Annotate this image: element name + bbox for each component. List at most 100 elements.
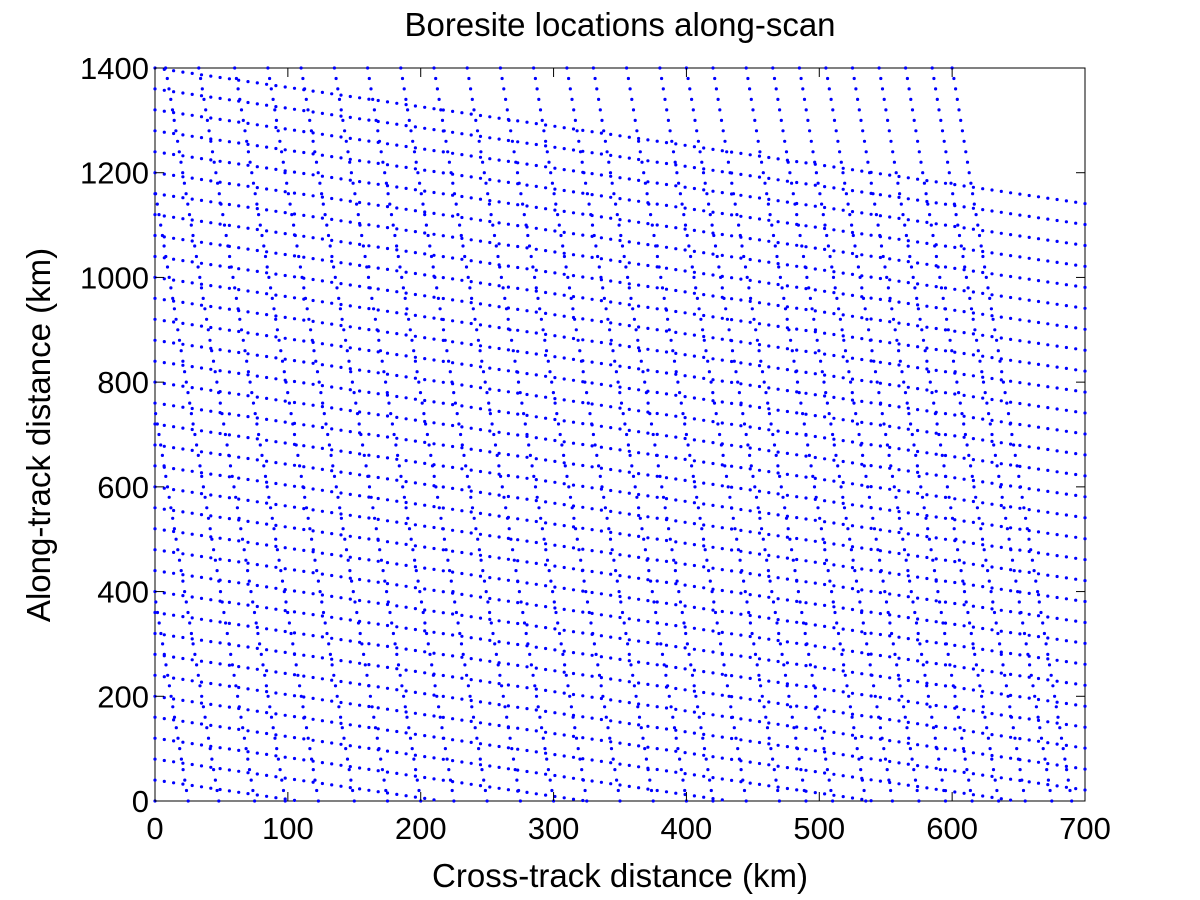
boresite-point bbox=[618, 799, 622, 803]
boresite-point bbox=[439, 108, 443, 112]
boresite-point bbox=[274, 230, 278, 234]
boresite-point bbox=[748, 257, 752, 262]
boresite-point bbox=[813, 267, 817, 271]
boresite-point bbox=[472, 108, 476, 112]
boresite-point bbox=[218, 411, 222, 415]
boresite-point bbox=[255, 730, 259, 734]
boresite-point bbox=[934, 620, 938, 624]
boresite-point bbox=[190, 616, 194, 620]
boresite-point bbox=[304, 97, 308, 101]
boresite-point bbox=[832, 772, 836, 776]
boresite-point bbox=[544, 626, 548, 630]
boresite-point bbox=[380, 768, 384, 772]
boresite-point bbox=[667, 328, 671, 332]
boresite-point bbox=[981, 705, 985, 709]
boresite-point bbox=[367, 202, 371, 206]
boresite-point bbox=[696, 139, 701, 143]
boresite-point bbox=[950, 673, 954, 677]
boresite-point bbox=[506, 704, 510, 708]
boresite-point bbox=[674, 309, 678, 314]
boresite-point bbox=[716, 422, 720, 426]
boresite-point bbox=[981, 396, 985, 400]
boresite-point bbox=[787, 694, 791, 698]
boresite-point bbox=[730, 255, 734, 259]
boresite-point bbox=[671, 150, 676, 154]
boresite-point bbox=[841, 229, 845, 233]
boresite-point bbox=[246, 569, 250, 573]
boresite-point bbox=[646, 222, 650, 226]
boresite-point bbox=[730, 611, 734, 615]
boresite-point bbox=[451, 256, 455, 260]
boresite-point bbox=[1064, 660, 1068, 664]
boresite-point bbox=[771, 600, 776, 604]
boresite-point bbox=[990, 774, 994, 779]
boresite-point bbox=[813, 560, 817, 564]
boresite-point bbox=[718, 108, 722, 112]
boresite-point bbox=[413, 313, 417, 317]
boresite-point bbox=[1046, 636, 1050, 640]
boresite-point bbox=[869, 464, 873, 468]
boresite-point bbox=[369, 495, 373, 499]
boresite-point bbox=[562, 209, 566, 213]
boresite-point bbox=[699, 317, 703, 321]
boresite-point bbox=[878, 549, 883, 553]
boresite-point bbox=[488, 513, 492, 517]
boresite-point bbox=[441, 213, 445, 217]
boresite-point bbox=[599, 550, 604, 554]
boresite-point bbox=[700, 527, 704, 531]
boresite-point bbox=[732, 726, 736, 730]
boresite-point bbox=[968, 788, 973, 793]
boresite-point bbox=[738, 558, 742, 562]
boresite-point bbox=[279, 569, 283, 573]
boresite-point bbox=[525, 288, 529, 292]
boresite-point bbox=[993, 453, 998, 457]
boresite-point bbox=[914, 129, 918, 133]
boresite-point bbox=[976, 673, 980, 677]
boresite-point bbox=[206, 736, 211, 740]
boresite-point bbox=[172, 425, 176, 429]
boresite-point bbox=[846, 202, 850, 206]
boresite-point bbox=[586, 401, 590, 405]
boresite-point bbox=[603, 506, 608, 510]
boresite-point bbox=[432, 169, 436, 174]
boresite-point bbox=[940, 453, 944, 457]
boresite-point bbox=[906, 762, 910, 766]
boresite-point bbox=[757, 343, 762, 347]
boresite-point bbox=[460, 341, 464, 345]
boresite-point bbox=[855, 747, 859, 751]
boresite-point bbox=[609, 509, 613, 513]
boresite-point bbox=[591, 66, 596, 70]
boresite-point bbox=[674, 728, 678, 732]
boresite-point bbox=[783, 307, 788, 311]
boresite-point bbox=[981, 249, 985, 254]
boresite-point bbox=[376, 287, 380, 291]
boresite-point bbox=[888, 320, 892, 324]
boresite-point bbox=[739, 738, 743, 742]
boresite-point bbox=[608, 537, 613, 541]
boresite-point bbox=[771, 233, 776, 238]
boresite-point bbox=[396, 254, 400, 259]
boresite-point bbox=[748, 216, 752, 220]
boresite-point bbox=[488, 785, 492, 789]
boresite-point bbox=[440, 118, 445, 122]
boresite-point bbox=[265, 417, 269, 421]
boresite-point bbox=[441, 757, 445, 761]
boresite-point bbox=[320, 363, 324, 367]
boresite-point bbox=[563, 464, 567, 468]
boresite-point bbox=[715, 254, 719, 259]
boresite-point bbox=[320, 551, 324, 555]
boresite-point bbox=[664, 706, 669, 710]
boresite-point bbox=[769, 747, 773, 751]
boresite-point bbox=[311, 173, 315, 177]
boresite-point bbox=[897, 530, 901, 535]
boresite-point bbox=[274, 118, 279, 122]
boresite-point bbox=[686, 443, 690, 447]
boresite-point bbox=[739, 675, 743, 679]
boresite-point bbox=[218, 390, 222, 394]
boresite-point bbox=[239, 527, 243, 531]
boresite-point bbox=[218, 138, 222, 142]
boresite-point bbox=[671, 349, 675, 353]
boresite-point bbox=[311, 319, 315, 323]
boresite-point bbox=[597, 464, 601, 468]
boresite-point bbox=[1064, 262, 1068, 266]
